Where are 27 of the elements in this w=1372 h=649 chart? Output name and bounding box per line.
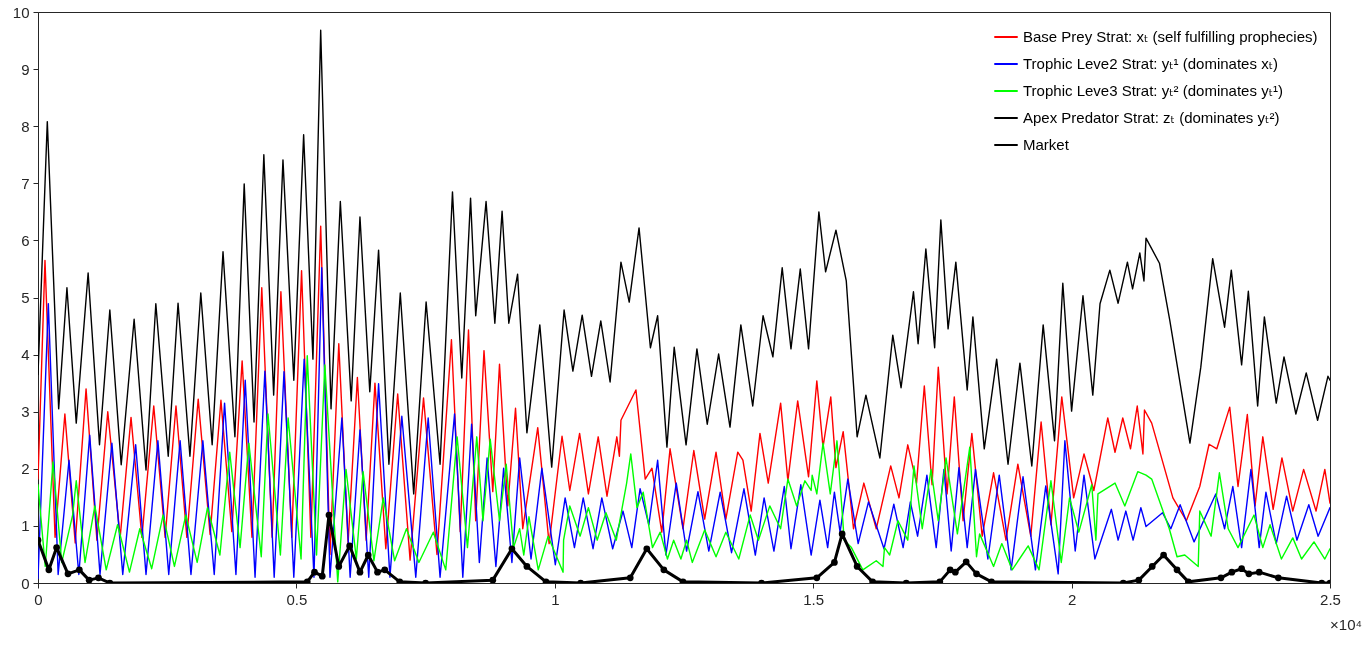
legend-label: Trophic Leve2 Strat: yₜ¹ (dominates xₜ) [1023, 55, 1279, 72]
y-tick-label: 3 [21, 403, 30, 421]
y-tick-label: 10 [12, 3, 30, 21]
x-tick-label: 1.5 [803, 590, 825, 608]
line-series [38, 267, 1330, 580]
line-series [38, 355, 1330, 583]
text: ×10⁴ [1330, 616, 1362, 633]
y-tick-label: 2 [21, 460, 30, 478]
y-tick-label: 1 [21, 517, 30, 535]
y-tick-label: 6 [21, 231, 30, 249]
y-tick-label: 9 [21, 60, 30, 78]
y-tick-label: 7 [21, 174, 30, 192]
x-tick-label: 2.5 [1320, 590, 1341, 608]
x-tick-label: 2 [1067, 590, 1077, 608]
y-tick-label: 5 [21, 289, 30, 306]
legend-label: Trophic Leve3 Strat: yₜ² (dominates yₜ¹) [1023, 82, 1284, 99]
x-tick-label: 0 [34, 590, 43, 608]
legend-label: Market [1023, 136, 1070, 153]
x-tick-label: 0.5 [286, 590, 308, 608]
y-tick-label: 0 [21, 574, 30, 592]
legend-label: Base Prey Strat: xₜ (self fulfilling prophecies) [1023, 28, 1318, 45]
y-tick-label: 4 [21, 346, 30, 364]
legend-label: Apex Predator Strat: zₜ (dominates yₜ²) [1023, 109, 1280, 126]
line-series [38, 225, 1330, 561]
line-series [38, 29, 1330, 495]
y-tick-label: 8 [21, 117, 30, 135]
x-tick-label: 1 [551, 590, 560, 608]
